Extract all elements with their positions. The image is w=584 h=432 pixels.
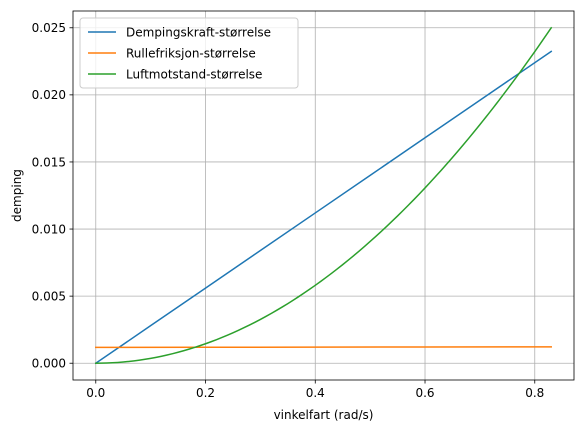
y-tick-label: 0.010 [32, 222, 66, 236]
x-tick-label: 0.4 [306, 386, 325, 400]
y-tick-label: 0.015 [32, 155, 66, 169]
x-tick-label: 0.0 [86, 386, 105, 400]
legend-label: Rullefriksjon-størrelse [126, 46, 256, 60]
y-axis-label: demping [10, 169, 24, 222]
series-line-2 [95, 26, 553, 364]
series-lines [94, 26, 553, 365]
x-tick-label: 0.8 [525, 386, 544, 400]
y-tick-label: 0.005 [32, 289, 66, 303]
series-line-1 [95, 346, 552, 349]
y-tick-label: 0.020 [32, 88, 66, 102]
plot-frame [72, 10, 575, 381]
x-tick-label: 0.6 [415, 386, 434, 400]
legend: Dempingskraft-størrelse Rullefriksjon-stø… [79, 17, 299, 89]
y-tick-label: 0.000 [32, 357, 66, 371]
x-tick-label: 0.2 [196, 386, 215, 400]
series-line-0 [94, 50, 553, 365]
legend-label: Dempingskraft-størrelse [126, 25, 271, 39]
legend-box [79, 17, 299, 89]
y-tick-label: 0.025 [32, 21, 66, 35]
legend-label: Luftmotstand-størrelse [126, 67, 262, 81]
x-axis-label: vinkelfart (rad/s) [274, 408, 374, 422]
axis-ticks: 0.0 0.2 0.4 0.6 0.8 0.000 0.005 0.010 0.015 0.020… [32, 21, 545, 400]
